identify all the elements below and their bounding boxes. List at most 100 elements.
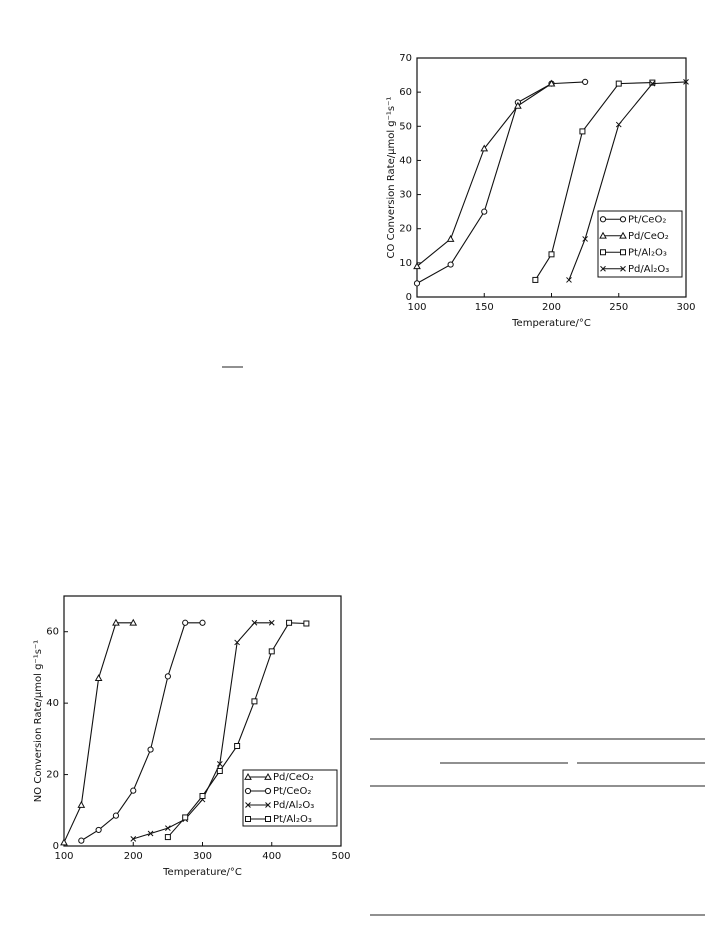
x-tick-label: 200 <box>542 302 561 313</box>
marker <box>251 698 258 705</box>
marker <box>130 787 137 794</box>
marker <box>129 618 138 626</box>
y-tick-label: 60 <box>399 87 412 98</box>
legend-box <box>597 210 683 278</box>
marker <box>514 101 522 109</box>
marker <box>251 619 258 626</box>
marker <box>164 673 171 680</box>
legend-label: Pd/CeO₂ <box>273 772 314 783</box>
legend-label: Pt/Al₂O₃ <box>628 247 667 258</box>
y-tick-label: 30 <box>399 190 412 201</box>
marker <box>547 79 556 87</box>
marker <box>620 265 626 272</box>
marker <box>600 265 606 272</box>
marker <box>582 78 589 86</box>
x-tick-label: 100 <box>54 851 73 862</box>
x-tick-label: 250 <box>609 302 628 313</box>
y-tick-label: 10 <box>399 258 412 269</box>
legend-box <box>242 769 338 827</box>
marker <box>199 619 206 626</box>
y-tick-label: 40 <box>399 155 412 166</box>
marker <box>130 836 137 842</box>
marker <box>582 236 588 242</box>
y-tick-label: 0 <box>406 292 412 303</box>
marker <box>480 144 489 152</box>
marker <box>268 619 275 626</box>
x-tick-label: 300 <box>676 302 695 313</box>
y-axis-label: CO Conversion Rate/μmol g⁻¹s⁻¹ <box>386 97 397 259</box>
legend-label: Pt/Al₂O₃ <box>273 814 312 825</box>
x-axis-label: Temperature/°C <box>162 867 242 878</box>
marker <box>60 838 68 846</box>
x-tick-label: 200 <box>124 851 143 862</box>
marker <box>303 620 310 627</box>
y-tick-label: 40 <box>46 698 59 709</box>
marker <box>599 216 607 223</box>
x-tick-label: 500 <box>331 851 350 862</box>
series-line <box>63 622 134 843</box>
marker <box>264 787 272 795</box>
marker <box>532 276 539 283</box>
marker <box>265 816 271 822</box>
marker <box>619 216 627 223</box>
marker <box>244 787 252 795</box>
y-tick-label: 0 <box>53 841 59 852</box>
series-line <box>416 83 552 267</box>
marker <box>481 208 488 215</box>
marker <box>620 249 626 256</box>
y-tick-label: 60 <box>46 627 59 638</box>
marker <box>619 231 627 239</box>
marker <box>649 80 656 87</box>
marker <box>147 746 154 753</box>
marker <box>447 261 454 268</box>
marker <box>446 234 455 242</box>
marker <box>182 619 189 626</box>
marker <box>649 79 656 86</box>
marker <box>234 639 240 646</box>
marker <box>147 830 154 837</box>
legend-label: Pd/Al₂O₃ <box>273 800 314 811</box>
y-tick-label: 70 <box>399 53 412 64</box>
marker <box>264 772 272 780</box>
marker <box>112 618 120 626</box>
marker <box>216 768 223 774</box>
marker <box>234 743 241 749</box>
y-tick-label: 20 <box>46 770 59 781</box>
marker <box>615 121 622 128</box>
series-line <box>416 81 586 284</box>
x-tick-label: 300 <box>193 851 212 862</box>
marker <box>579 128 586 135</box>
y-axis-label: NO Conversion Rate/μmol g⁻¹s⁻¹ <box>33 640 44 802</box>
legend-label: Pt/CeO₂ <box>273 786 311 797</box>
y-tick-label: 50 <box>399 121 412 132</box>
marker <box>216 761 223 767</box>
marker <box>683 79 689 85</box>
marker <box>182 814 189 821</box>
marker <box>164 834 171 841</box>
marker <box>78 837 85 844</box>
marker <box>599 231 607 239</box>
series-line <box>81 622 203 842</box>
legend-label: Pd/CeO₂ <box>628 231 669 242</box>
x-tick-label: 400 <box>262 851 281 862</box>
x-axis-label: Temperature/°C <box>511 318 591 329</box>
marker <box>244 772 252 780</box>
marker <box>112 812 120 819</box>
legend-label: Pd/Al₂O₃ <box>628 264 669 275</box>
marker <box>413 262 421 270</box>
marker <box>245 816 251 822</box>
x-tick-label: 150 <box>475 302 494 313</box>
marker <box>615 80 622 87</box>
marker <box>265 802 271 808</box>
y-tick-label: 20 <box>399 224 412 235</box>
marker <box>566 277 572 283</box>
marker <box>199 793 206 799</box>
marker <box>165 825 171 831</box>
marker <box>77 800 86 808</box>
marker <box>600 249 606 256</box>
marker <box>245 802 251 808</box>
marker <box>268 648 275 655</box>
marker <box>413 280 421 287</box>
